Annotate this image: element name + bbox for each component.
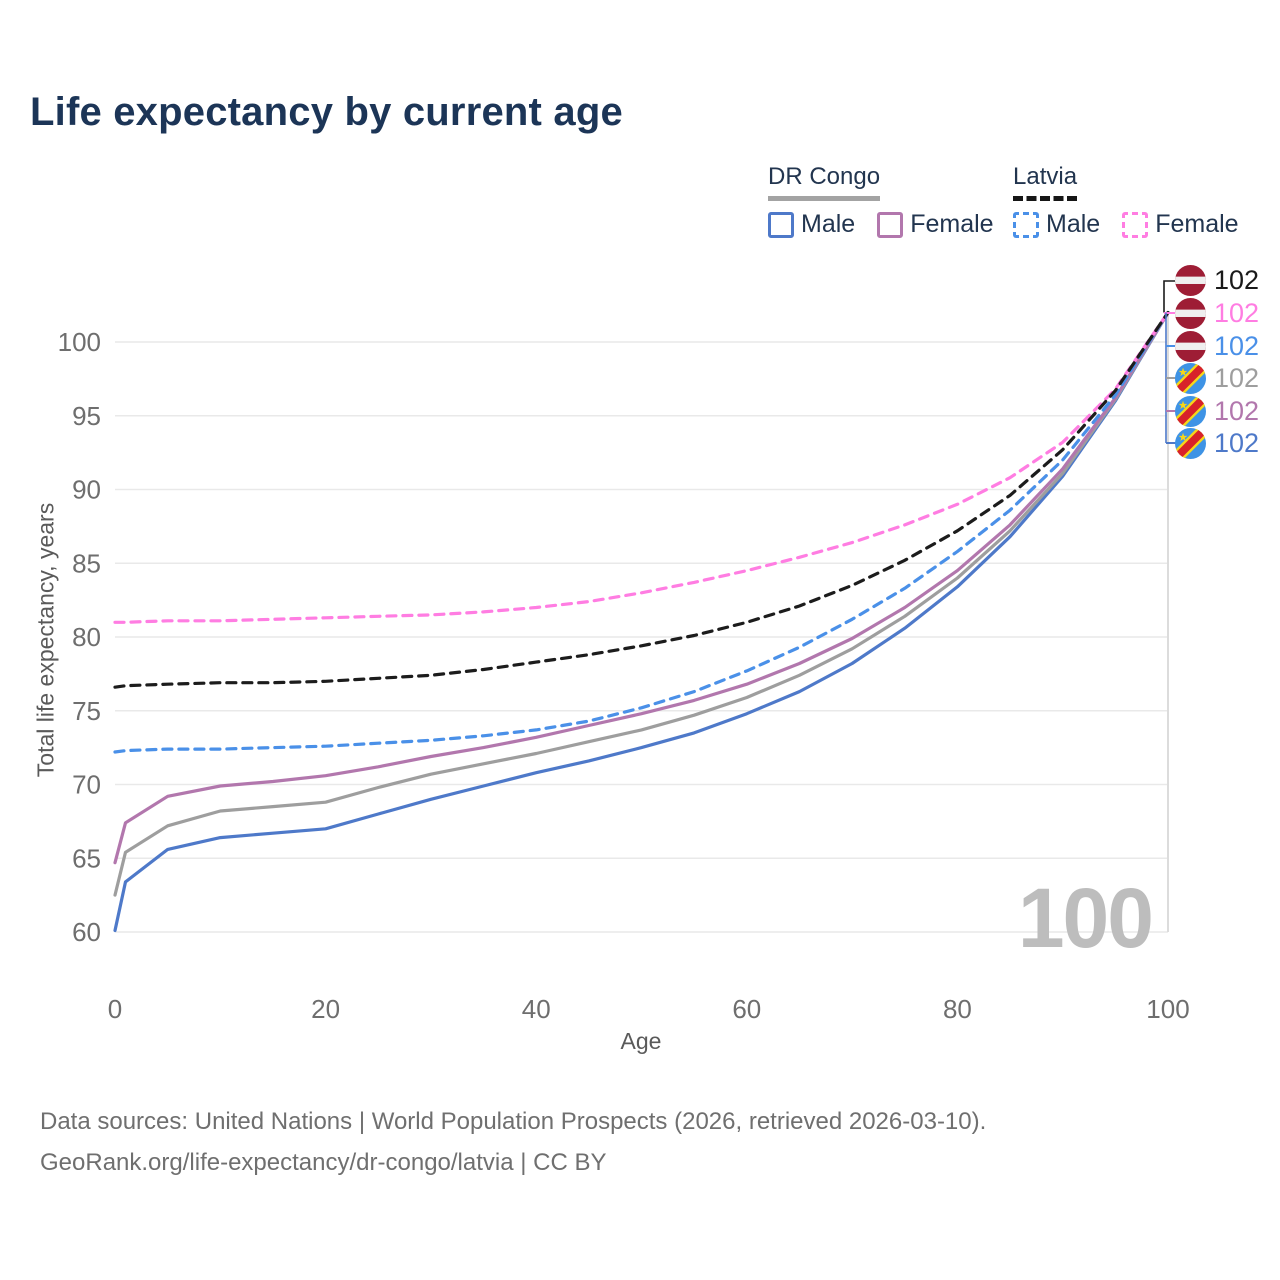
latvia-flag-icon: [1175, 264, 1206, 296]
series-line-latvia-female: [113, 310, 1170, 624]
latvia-male-swatch-icon: [1013, 211, 1039, 238]
x-tick-label: 40: [522, 994, 551, 1024]
legend-item-latvia-female[interactable]: Female: [1122, 210, 1239, 239]
end-label-value: 102: [1214, 395, 1260, 426]
legend-group-latvia: Latvia Male Female: [1013, 163, 1261, 239]
end-label-drcongo-total: ★ 102: [1175, 362, 1259, 394]
drcongo-female-swatch-icon: [877, 211, 904, 238]
y-tick-label: 90: [72, 475, 101, 505]
y-tick-label: 80: [72, 622, 101, 652]
legend-label: Male: [1046, 210, 1101, 238]
end-label-value: 102: [1214, 427, 1260, 458]
dr-congo-flag-icon: ★: [1175, 362, 1206, 394]
latvia-flag-icon: [1175, 297, 1206, 329]
end-label-value: 102: [1214, 264, 1260, 295]
x-axis-title: Age: [620, 1028, 662, 1054]
legend-item-drcongo-male[interactable]: Male: [768, 210, 855, 239]
series-line-dr-congo-total: [113, 310, 1170, 897]
legend-country-latvia: Latvia: [1013, 163, 1078, 201]
latvia-female-swatch-icon: [1122, 211, 1149, 238]
svg-text:★: ★: [1178, 399, 1188, 412]
x-tick-label: 80: [943, 994, 972, 1024]
legend-item-latvia-male[interactable]: Male: [1013, 210, 1100, 239]
legend-country-dr-congo: DR Congo: [768, 163, 881, 201]
series-line-dr-congo-male: [113, 310, 1170, 933]
y-tick-label: 60: [72, 917, 101, 947]
end-label-latvia-male: 102: [1175, 330, 1259, 362]
legend-item-drcongo-female[interactable]: Female: [877, 210, 994, 239]
end-label-drcongo-male: ★ 102: [1175, 427, 1259, 459]
y-tick-label: 70: [72, 770, 101, 800]
legend-label: Female: [910, 210, 994, 238]
y-tick-label: 95: [72, 401, 101, 431]
series-line-latvia-male: [113, 310, 1170, 754]
y-tick-label: 100: [58, 327, 101, 357]
latvia-flag-icon: [1175, 330, 1206, 362]
legend-label: Female: [1155, 210, 1239, 238]
dr-congo-flag-icon: ★: [1175, 427, 1206, 459]
dr-congo-flag-icon: ★: [1175, 395, 1206, 427]
legend-label: Male: [801, 210, 856, 238]
end-label-latvia-female: 102: [1175, 297, 1259, 329]
legend-group-dr-congo: DR Congo Male Female: [768, 163, 1016, 239]
age-indicator-watermark: 100: [1017, 871, 1154, 965]
connector-latvia-total: [1163, 280, 1176, 313]
series-line-dr-congo-female: [113, 310, 1170, 865]
georank-url-text: GeoRank.org/life-expectancy/dr-congo/lat…: [40, 1149, 607, 1176]
y-tick-label: 65: [72, 843, 101, 873]
end-label-value: 102: [1214, 362, 1260, 393]
x-tick-label: 60: [732, 994, 761, 1024]
page-title: Life expectancy by current age: [30, 90, 623, 134]
x-tick-label: 0: [108, 994, 122, 1024]
y-tick-label: 75: [72, 696, 101, 726]
x-tick-label: 20: [311, 994, 340, 1024]
svg-text:★: ★: [1178, 366, 1188, 379]
y-axis-title: Total life expectancy, years: [32, 502, 59, 778]
end-label-drcongo-female: ★ 102: [1175, 395, 1259, 427]
end-label-latvia-total: 102: [1175, 264, 1259, 296]
svg-text:★: ★: [1178, 431, 1188, 444]
x-tick-label: 100: [1146, 994, 1189, 1024]
y-tick-label: 85: [72, 548, 101, 578]
end-label-value: 102: [1214, 330, 1260, 361]
drcongo-male-swatch-icon: [768, 211, 794, 238]
series-line-latvia-total: [113, 310, 1170, 689]
data-sources-text: Data sources: United Nations | World Pop…: [40, 1108, 987, 1135]
end-label-value: 102: [1214, 297, 1260, 328]
